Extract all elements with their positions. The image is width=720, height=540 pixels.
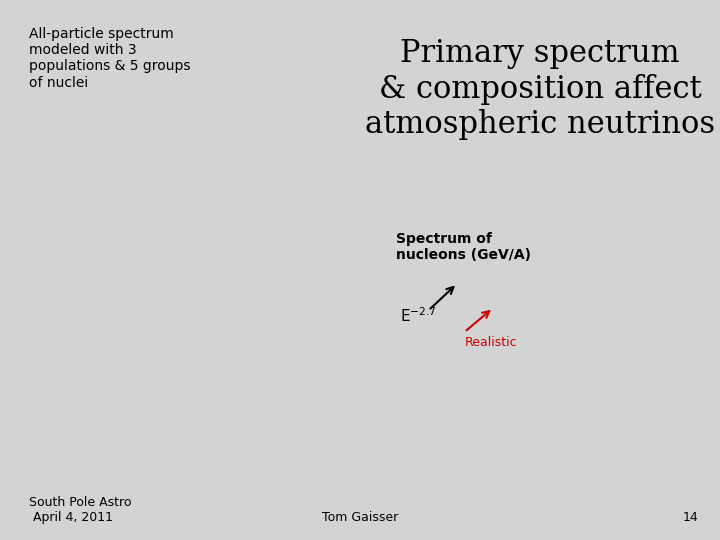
Text: South Pole Astro
 April 4, 2011: South Pole Astro April 4, 2011 xyxy=(29,496,131,524)
Text: 14: 14 xyxy=(683,511,698,524)
Text: $\mathrm{E}^{-2.7}$: $\mathrm{E}^{-2.7}$ xyxy=(400,307,436,325)
Text: Spectrum of
nucleons (GeV/A): Spectrum of nucleons (GeV/A) xyxy=(396,232,531,262)
Text: Primary spectrum
& composition affect
atmospheric neutrinos: Primary spectrum & composition affect at… xyxy=(365,38,715,140)
Text: Realistic: Realistic xyxy=(464,336,517,349)
Text: Tom Gaisser: Tom Gaisser xyxy=(322,511,398,524)
Text: All-particle spectrum
modeled with 3
populations & 5 groups
of nuclei: All-particle spectrum modeled with 3 pop… xyxy=(29,27,190,90)
